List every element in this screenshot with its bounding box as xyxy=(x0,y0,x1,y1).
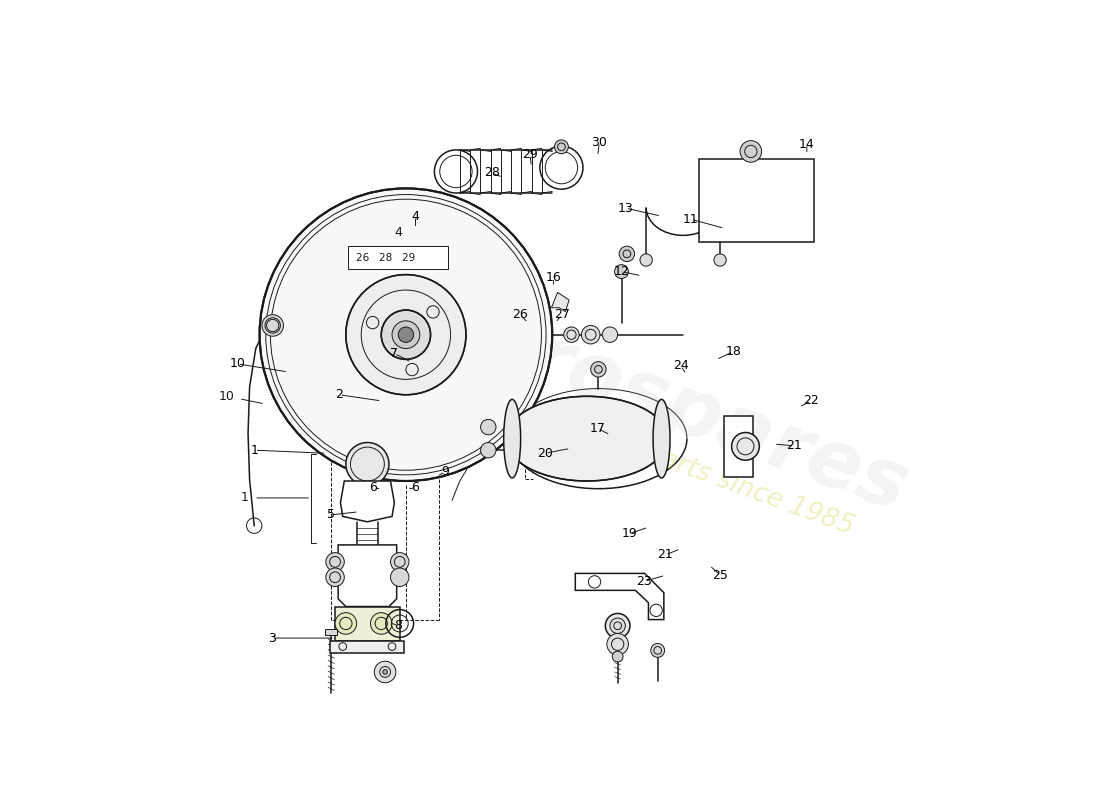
Text: 29: 29 xyxy=(522,148,538,161)
Circle shape xyxy=(481,442,496,458)
Circle shape xyxy=(326,568,344,586)
Circle shape xyxy=(714,254,726,266)
Text: 8: 8 xyxy=(395,619,403,632)
Circle shape xyxy=(481,419,496,435)
Text: 17: 17 xyxy=(590,422,606,435)
Circle shape xyxy=(619,246,635,262)
Text: 4: 4 xyxy=(394,226,403,238)
Polygon shape xyxy=(551,292,569,312)
Text: eurospares: eurospares xyxy=(412,280,917,528)
Text: 6: 6 xyxy=(411,482,419,494)
Circle shape xyxy=(390,568,409,586)
Circle shape xyxy=(651,643,664,658)
Circle shape xyxy=(398,327,414,342)
Circle shape xyxy=(582,326,600,344)
Ellipse shape xyxy=(506,396,668,481)
Circle shape xyxy=(262,314,284,336)
Text: 21: 21 xyxy=(786,439,802,452)
Text: 5: 5 xyxy=(327,508,334,522)
Circle shape xyxy=(345,442,389,486)
Bar xyxy=(698,159,814,242)
Text: 9: 9 xyxy=(441,466,449,478)
Text: 16: 16 xyxy=(546,271,561,284)
Polygon shape xyxy=(724,415,754,477)
Circle shape xyxy=(740,141,761,162)
Circle shape xyxy=(609,618,626,634)
Text: 12: 12 xyxy=(614,265,629,278)
Text: 30: 30 xyxy=(592,136,607,149)
Text: 1: 1 xyxy=(240,491,249,505)
Text: 2: 2 xyxy=(336,388,343,402)
Circle shape xyxy=(392,321,420,349)
Polygon shape xyxy=(336,606,399,641)
Text: 24: 24 xyxy=(673,359,689,372)
Circle shape xyxy=(382,310,430,359)
Circle shape xyxy=(371,613,392,634)
Text: 14: 14 xyxy=(799,138,815,150)
Circle shape xyxy=(336,613,356,634)
Bar xyxy=(330,641,405,653)
Text: a passion for parts since 1985: a passion for parts since 1985 xyxy=(474,379,857,540)
Bar xyxy=(326,629,338,635)
Text: 21: 21 xyxy=(658,549,673,562)
Polygon shape xyxy=(575,574,664,619)
Text: 10: 10 xyxy=(219,390,234,403)
Circle shape xyxy=(563,327,580,342)
Text: 3: 3 xyxy=(267,631,275,645)
Text: 11: 11 xyxy=(683,213,698,226)
Circle shape xyxy=(345,274,466,394)
Circle shape xyxy=(615,265,628,278)
Ellipse shape xyxy=(504,399,520,478)
Circle shape xyxy=(605,614,630,638)
Text: 10: 10 xyxy=(230,358,245,370)
Text: 19: 19 xyxy=(621,527,638,540)
Circle shape xyxy=(640,254,652,266)
Text: 13: 13 xyxy=(618,202,634,214)
Text: 7: 7 xyxy=(390,347,398,360)
Circle shape xyxy=(326,553,344,571)
Text: 18: 18 xyxy=(725,345,741,358)
Text: 25: 25 xyxy=(713,569,728,582)
Circle shape xyxy=(390,553,409,571)
Circle shape xyxy=(732,433,759,460)
Text: 4: 4 xyxy=(411,210,419,222)
Bar xyxy=(348,246,449,270)
Text: 6: 6 xyxy=(370,482,377,494)
Circle shape xyxy=(591,362,606,377)
Circle shape xyxy=(383,670,387,674)
Circle shape xyxy=(374,661,396,682)
Polygon shape xyxy=(341,481,395,522)
Text: 27: 27 xyxy=(554,308,570,321)
Ellipse shape xyxy=(653,399,670,478)
Text: 1: 1 xyxy=(251,444,258,457)
Text: 20: 20 xyxy=(537,446,553,460)
Circle shape xyxy=(260,189,552,481)
Circle shape xyxy=(607,634,628,655)
Circle shape xyxy=(613,651,623,662)
Text: 23: 23 xyxy=(636,575,652,588)
Text: 22: 22 xyxy=(803,394,818,407)
Polygon shape xyxy=(338,545,397,606)
Circle shape xyxy=(603,327,618,342)
Text: 26: 26 xyxy=(512,308,528,321)
Circle shape xyxy=(554,140,569,154)
Text: 26   28   29: 26 28 29 xyxy=(356,253,415,262)
Text: 28: 28 xyxy=(484,166,499,179)
